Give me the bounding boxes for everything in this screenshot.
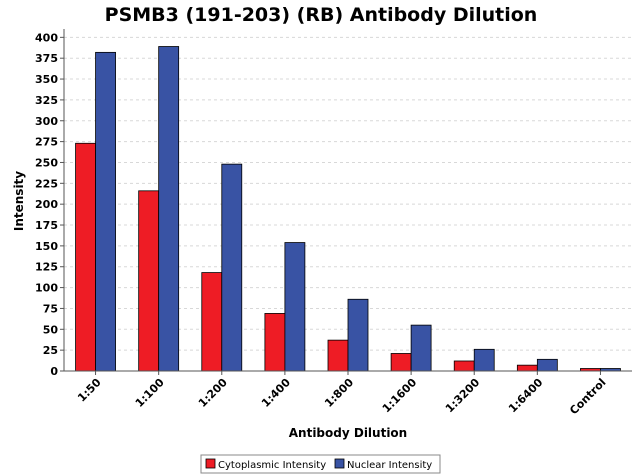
x-axis-label: Antibody Dilution xyxy=(289,426,407,440)
y-tick-label: 25 xyxy=(43,344,58,357)
bar-nuclear xyxy=(473,348,495,372)
y-tick-label: 100 xyxy=(35,282,58,295)
bar-nuclear xyxy=(158,46,180,372)
legend-label-cytoplasmic: Cytoplasmic Intensity xyxy=(218,460,326,471)
x-tick-label: 1:50 xyxy=(75,376,104,405)
y-tick-label: 250 xyxy=(35,156,58,169)
legend-swatch-cytoplasmic xyxy=(205,458,216,469)
y-tick-label: 175 xyxy=(35,219,58,232)
y-tick-label: 0 xyxy=(50,365,58,378)
y-tick-label: 300 xyxy=(35,115,58,128)
bar-cytoplasmic xyxy=(138,190,160,372)
x-tick-label: 1:100 xyxy=(133,376,167,410)
legend-box xyxy=(200,454,441,474)
x-tick-label: 1:800 xyxy=(322,376,356,410)
bar-cytoplasmic xyxy=(201,272,223,372)
bars xyxy=(75,46,621,372)
y-tick-label: 125 xyxy=(35,261,58,274)
bar-nuclear xyxy=(410,324,432,372)
x-tick-label: 1:1600 xyxy=(380,376,420,416)
y-tick-label: 225 xyxy=(35,177,58,190)
y-tick-label: 375 xyxy=(35,52,58,65)
legend-swatch-nuclear xyxy=(334,458,345,469)
y-tick-label: 400 xyxy=(35,31,58,44)
chart-title: PSMB3 (191-203) (RB) Antibody Dilution xyxy=(105,4,538,26)
bar-nuclear xyxy=(347,298,369,372)
bar-cytoplasmic xyxy=(516,364,538,372)
bar-nuclear xyxy=(536,358,558,372)
x-tick-label: 1:3200 xyxy=(443,376,483,416)
x-tick-label: 1:400 xyxy=(259,376,293,410)
x-tick-labels: 1:50 1:100 1:200 1:400 1:800 1:1600 1:3200 1:64… xyxy=(75,376,608,418)
legend: Cytoplasmic Intensity Nuclear Intensity xyxy=(200,454,441,474)
y-tick-label: 75 xyxy=(43,302,58,315)
x-tick-label: 1:200 xyxy=(196,376,230,410)
x-tick-label: Control xyxy=(567,376,608,417)
y-tick-label: 325 xyxy=(35,94,58,107)
bar-cytoplasmic xyxy=(264,313,286,372)
y-axis-label: Intensity xyxy=(12,171,26,231)
y-tick-label: 275 xyxy=(35,136,58,149)
bar-cytoplasmic xyxy=(390,353,412,372)
y-tick-label: 200 xyxy=(35,198,58,211)
y-tick-labels: 0 25 50 75 100 125 150 175 200 225 250 275 300 325 350… xyxy=(35,31,58,378)
bar-cytoplasmic xyxy=(453,360,475,372)
bar-nuclear xyxy=(221,163,243,372)
y-tick-label: 50 xyxy=(43,323,59,336)
x-tick-label: 1:6400 xyxy=(506,376,546,416)
legend-label-nuclear: Nuclear Intensity xyxy=(347,460,432,471)
y-tick-label: 350 xyxy=(35,73,58,86)
bar-nuclear xyxy=(95,51,116,372)
bar-cytoplasmic xyxy=(75,142,96,372)
bar-cytoplasmic xyxy=(327,339,349,372)
bar-nuclear xyxy=(284,242,306,372)
axes xyxy=(60,29,632,375)
y-tick-label: 150 xyxy=(35,240,58,253)
